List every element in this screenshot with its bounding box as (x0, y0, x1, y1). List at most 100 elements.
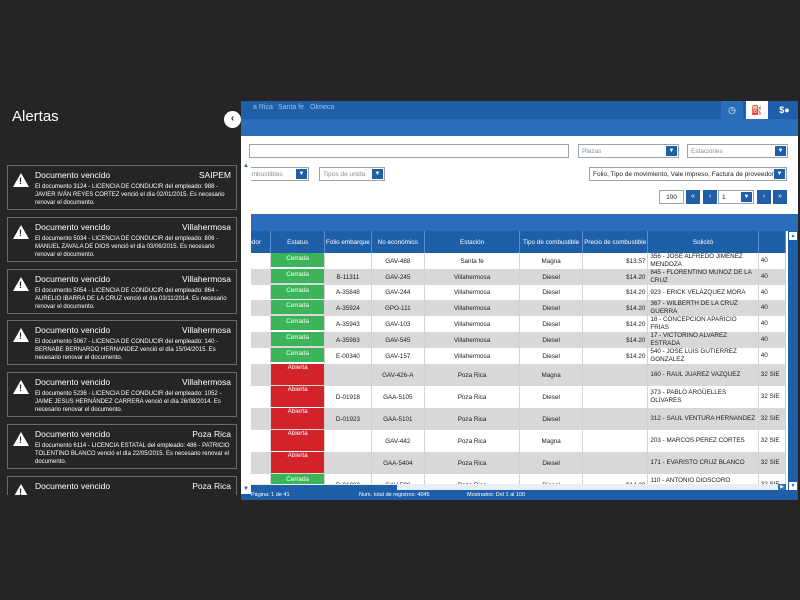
alert-card[interactable]: Documento vencido Poza Rica (7, 475, 237, 495)
page-select[interactable]: 1 ▼ (718, 190, 754, 204)
warning-icon (13, 432, 29, 446)
col-header-folio-embarque[interactable]: Folio embarque (324, 231, 372, 253)
top-nav: a Rica Santa fe Olmeca ◷ ⛽ $● (241, 101, 798, 119)
last-page-button[interactable]: » (773, 190, 787, 204)
alert-card[interactable]: Documento vencido Poza Rica El documento 6… (7, 424, 237, 469)
col-header-precio-combustible[interactable]: Precio de combustible (582, 231, 649, 253)
warning-icon (13, 483, 29, 495)
columns-select[interactable]: Folio, Tipo de movimiento, Vale impreso,… (589, 167, 787, 181)
cell-estatus: Cerrada (270, 253, 326, 269)
chevron-down-icon: ▼ (741, 192, 752, 202)
col-header-extra[interactable] (758, 231, 787, 253)
table-row[interactable]: Cerrada A-35983 GAV-545 Villahermosa Diesel $… (241, 332, 787, 348)
money-icon[interactable]: $● (771, 101, 798, 119)
filters-panel: Plazas ▼ Estaciones ▼ ombustibles ▼ Tipo… (241, 136, 798, 214)
close-alerts-button[interactable]: ‹ (224, 111, 241, 128)
cell-estatus: Cerrada (270, 348, 326, 364)
chevron-down-icon: ▼ (372, 169, 383, 179)
alert-place: Villahermosa (182, 221, 231, 232)
status-badge: Abierta (271, 364, 324, 385)
nav-link-poza-rica[interactable]: a Rica (253, 104, 273, 111)
alert-place: Villahermosa (182, 273, 231, 284)
alert-card[interactable]: Documento vencido Villahermosa El document… (7, 372, 237, 418)
cell-solicito: 845 - FLORENTINO MUÑOZ DE LA CRUZ (647, 269, 759, 285)
cell-solicito: 18 - CONCEPCION APARICIO FRIAS (647, 316, 759, 332)
cell-estacion: Villahermosa (424, 300, 521, 316)
table-row[interactable]: Cerrada B-11311 GAV-245 Villahermosa Diesel $… (241, 269, 787, 285)
alerts-title: Alertas (12, 108, 59, 125)
col-header-solicito[interactable]: Solicitó (647, 231, 759, 253)
alert-message: El documento 5067 - LICENCIA DE CONDUCIR… (35, 339, 219, 362)
cell-estacion: Poza Rica (424, 452, 521, 474)
cell-folio-embarque: D-01900 (324, 474, 372, 485)
nav-link-olmeca[interactable]: Olmeca (310, 104, 335, 111)
cell-solicito: 312 - SAUL VENTURA HERNANDEZ (647, 408, 759, 430)
alert-message: El documento 6114 - LICENCIA ESTATAL del… (35, 443, 230, 465)
col-header-estacion[interactable]: Estación (424, 231, 521, 253)
scroll-down-icon[interactable]: ▼ (789, 482, 797, 490)
cell-precio (582, 430, 649, 452)
scroll-down-icon[interactable]: ▼ (243, 486, 249, 492)
search-input[interactable] (249, 144, 569, 158)
table-row[interactable]: Cerrada GAV-488 Santa fe Magna $13.57 356 - J… (241, 253, 787, 269)
cell-tipo-combustible: Diesel (519, 316, 583, 332)
page-size-input[interactable]: 100 (659, 190, 684, 204)
prev-page-button[interactable]: ‹ (703, 190, 717, 204)
plazas-select[interactable]: Plazas ▼ (578, 144, 679, 158)
alert-card[interactable]: Documento vencido Villahermosa El document… (7, 268, 237, 314)
table-row[interactable]: Abierta D-01923 GAA-5101 Poza Rica Diesel 312… (241, 408, 787, 430)
scroll-up-icon[interactable]: ▲ (243, 163, 249, 169)
cell-estacion: Villahermosa (424, 269, 521, 285)
estaciones-select[interactable]: Estaciones ▼ (687, 144, 788, 158)
alert-card[interactable]: Documento vencido SAIPEM El documento 3124… (7, 165, 237, 210)
alert-card[interactable]: Documento vencido Villahermosa El document… (7, 216, 237, 262)
fuel-pump-icon[interactable]: ⛽ (746, 101, 768, 119)
cell-estatus: Cerrada (270, 300, 326, 316)
first-page-button[interactable]: « (686, 190, 700, 204)
clock-icon[interactable]: ◷ (721, 101, 743, 119)
table-row[interactable]: Cerrada A-35924 GPO-111 Villahermosa Diesel $… (241, 300, 787, 316)
status-badge: Cerrada (271, 474, 324, 485)
table-row[interactable]: Abierta GAV-426-A Poza Rica Magna 160 - RAUL… (241, 364, 787, 386)
cell-tipo-combustible: Magna (519, 364, 583, 386)
alert-place: Poza Rica (192, 429, 231, 439)
alert-message: El documento 5236 - LICENCIA DE CONDUCIR… (35, 391, 222, 414)
cell-no-economico: GAV-103 (371, 316, 425, 332)
vertical-scrollbar[interactable]: ▲ ▼ (788, 231, 798, 491)
table-row[interactable]: Abierta GAV-442 Poza Rica Magna 203 - MARCOS… (241, 430, 787, 452)
nav-link-santa-fe[interactable]: Santa fe (278, 104, 305, 111)
table-row[interactable]: CerradaD-01900GAV-598Poza RicaDiesel$14.… (241, 474, 787, 485)
status-badge: Cerrada (271, 253, 324, 267)
table-row[interactable]: Cerrada E-00340 GAV-157 Villahermosa Diesel $… (241, 348, 787, 364)
col-header-tipo-combustible[interactable]: Tipo de combustible (519, 231, 583, 253)
table-row[interactable]: Abierta D-01918 GAA-5105 Poza Rica Diesel 373… (241, 386, 787, 408)
cell-no-economico: GAV-598 (371, 474, 425, 485)
next-page-button[interactable]: › (757, 190, 771, 204)
cell-extra: 40 (758, 285, 787, 300)
alert-card[interactable]: Documento vencido Villahermosa El document… (7, 320, 237, 366)
table-row[interactable]: Abierta GAA-5404 Poza Rica Diesel 171 - EVAR… (241, 452, 787, 474)
cell-precio: $14.20 (582, 348, 649, 364)
cell-no-economico: GAV-442 (371, 430, 425, 452)
cell-folio-embarque: E-00340 (324, 348, 372, 364)
chevron-left-icon: ‹ (230, 113, 235, 124)
tipos-unidad-select[interactable]: Tipos de unida ▼ (319, 167, 385, 181)
horizontal-scroll-thumb[interactable] (249, 485, 397, 490)
cell-estatus: Abierta (270, 408, 326, 430)
status-badge: Abierta (271, 386, 324, 407)
cell-precio (582, 386, 649, 408)
cell-extra: 40 (758, 316, 787, 332)
section-band (241, 214, 798, 231)
col-header-no-economico[interactable]: No económico (371, 231, 425, 253)
alerts-list: Documento vencido SAIPEM El documento 3124… (7, 165, 237, 495)
cell-precio: $14.20 (582, 332, 649, 348)
scroll-up-icon[interactable]: ▲ (789, 232, 797, 240)
table-row[interactable]: Cerrada A-35848 GAV-244 Villahermosa Diesel $… (241, 285, 787, 300)
col-header-estatus[interactable]: Estatus (270, 231, 326, 253)
table-row[interactable]: Cerrada A-35943 GAV-103 Villahermosa Diesel $… (241, 316, 787, 332)
table-left-scrollbar[interactable]: ▲ ▼ (241, 161, 251, 494)
cell-extra: 32 SIE (758, 364, 787, 386)
alert-title: Documento vencido (35, 480, 111, 491)
scroll-right-icon[interactable]: ▶ (778, 484, 786, 491)
combustibles-select[interactable]: ombustibles ▼ (244, 167, 309, 181)
